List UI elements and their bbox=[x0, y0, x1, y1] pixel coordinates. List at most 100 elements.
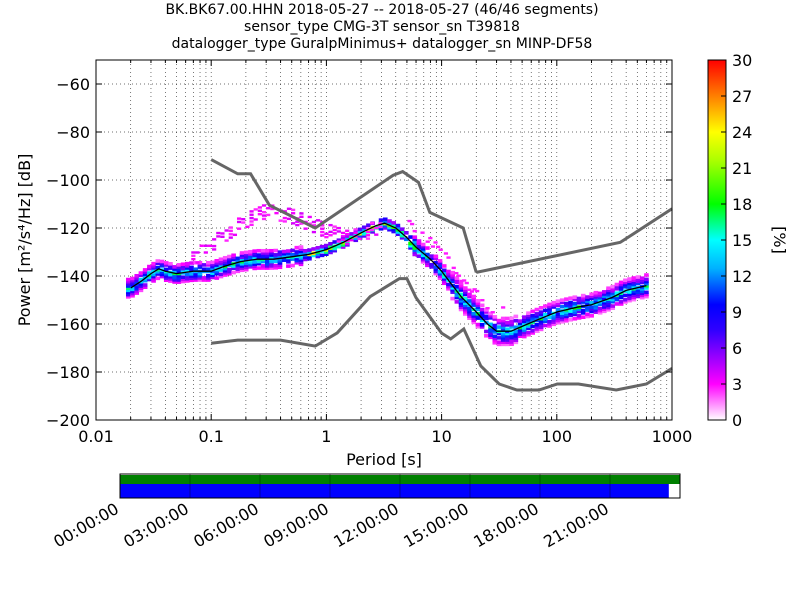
density-cell bbox=[576, 296, 582, 301]
grid-lines bbox=[95, 60, 672, 421]
density-cell bbox=[509, 318, 514, 323]
density-cell bbox=[446, 271, 451, 276]
density-cell bbox=[464, 281, 469, 285]
density-cell bbox=[446, 286, 451, 291]
density-cell bbox=[193, 278, 199, 282]
density-cell bbox=[467, 292, 472, 297]
density-cell bbox=[249, 213, 254, 216]
density-cell bbox=[429, 262, 434, 267]
density-cell bbox=[416, 241, 422, 245]
density-cell bbox=[193, 273, 199, 278]
density-cell bbox=[189, 267, 194, 272]
density-cell bbox=[138, 282, 144, 286]
colorbar-ticks: 0 3 6 9 12 15 18 21 24 27 30 bbox=[721, 51, 752, 430]
density-cell bbox=[248, 249, 253, 254]
y-axis-label: Power [m²/s⁴/Hz] [dB] bbox=[15, 154, 34, 327]
density-cell bbox=[534, 329, 540, 333]
density-cell bbox=[260, 253, 266, 257]
density-cell bbox=[168, 277, 173, 281]
density-cell bbox=[509, 340, 514, 344]
density-cell bbox=[485, 306, 490, 310]
density-cell bbox=[467, 294, 472, 299]
density-cell bbox=[353, 231, 358, 234]
density-cell bbox=[252, 262, 257, 266]
density-cell bbox=[500, 318, 506, 323]
density-cell bbox=[151, 264, 156, 268]
density-cell bbox=[357, 227, 363, 232]
density-cell bbox=[273, 253, 279, 257]
density-cell bbox=[551, 313, 557, 318]
density-cell bbox=[530, 316, 536, 320]
density-cell bbox=[446, 284, 451, 289]
density-cell bbox=[623, 284, 628, 289]
density-cell bbox=[589, 301, 594, 305]
density-cell bbox=[433, 261, 439, 265]
density-cell bbox=[416, 245, 422, 250]
density-cell bbox=[589, 294, 594, 299]
density-cell bbox=[526, 330, 531, 335]
density-cell bbox=[228, 226, 233, 229]
density-cell bbox=[273, 248, 279, 253]
density-cell bbox=[433, 256, 439, 261]
density-cell bbox=[252, 249, 257, 253]
density-cell bbox=[471, 296, 477, 301]
density-cell bbox=[631, 291, 637, 295]
density-cell bbox=[420, 257, 426, 262]
density-cell bbox=[547, 302, 552, 307]
density-cell bbox=[568, 317, 573, 322]
density-cell bbox=[218, 263, 224, 268]
density-cell bbox=[614, 282, 620, 287]
density-cell bbox=[568, 296, 573, 300]
density-cell bbox=[589, 305, 594, 309]
density-cell bbox=[138, 271, 144, 275]
density-cell bbox=[627, 292, 632, 296]
density-cell bbox=[365, 237, 371, 240]
density-cell bbox=[437, 265, 443, 270]
density-cell bbox=[488, 329, 493, 333]
density-cell bbox=[365, 230, 371, 234]
density-cell bbox=[458, 296, 464, 301]
colorbar-tick-label: 27 bbox=[732, 87, 752, 106]
density-cell bbox=[197, 263, 203, 267]
density-cell bbox=[155, 259, 161, 263]
density-cell bbox=[450, 296, 455, 301]
density-cell bbox=[281, 249, 287, 254]
density-cell bbox=[454, 300, 460, 304]
density-cell bbox=[576, 309, 582, 314]
density-cell bbox=[530, 318, 536, 322]
density-cell bbox=[517, 332, 523, 336]
density-cell bbox=[639, 280, 645, 285]
density-cell bbox=[559, 304, 565, 309]
density-cell bbox=[235, 263, 241, 267]
density-cell bbox=[635, 275, 641, 279]
x-tick-label: 10 bbox=[431, 427, 451, 446]
density-cell bbox=[597, 293, 603, 298]
density-cell bbox=[463, 288, 468, 293]
density-cell bbox=[580, 315, 586, 320]
density-cell bbox=[589, 314, 594, 318]
density-cell bbox=[126, 284, 131, 288]
density-cell bbox=[538, 310, 544, 314]
density-cell bbox=[239, 261, 245, 266]
density-cell bbox=[270, 207, 275, 211]
density-cell bbox=[450, 290, 455, 294]
density-cell bbox=[126, 288, 131, 293]
density-cell bbox=[606, 290, 611, 295]
density-cell bbox=[471, 303, 477, 307]
density-cell bbox=[454, 278, 460, 283]
density-cell bbox=[311, 253, 316, 258]
density-cell bbox=[315, 219, 321, 222]
density-cell bbox=[610, 286, 616, 291]
density-cell bbox=[500, 327, 506, 332]
density-cell bbox=[484, 333, 489, 338]
density-cell bbox=[184, 266, 190, 270]
density-cell bbox=[471, 320, 477, 325]
density-cell bbox=[323, 243, 329, 248]
density-cell bbox=[261, 211, 267, 214]
timeline-tick-label: 18:00:00 bbox=[470, 499, 542, 551]
density-cell bbox=[345, 240, 350, 245]
density-cell bbox=[191, 258, 196, 261]
density-cell bbox=[261, 204, 267, 207]
density-cell bbox=[399, 229, 405, 234]
density-cell bbox=[332, 248, 338, 253]
